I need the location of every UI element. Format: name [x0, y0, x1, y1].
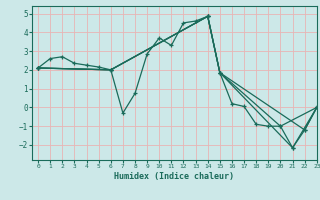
X-axis label: Humidex (Indice chaleur): Humidex (Indice chaleur) [115, 172, 234, 181]
